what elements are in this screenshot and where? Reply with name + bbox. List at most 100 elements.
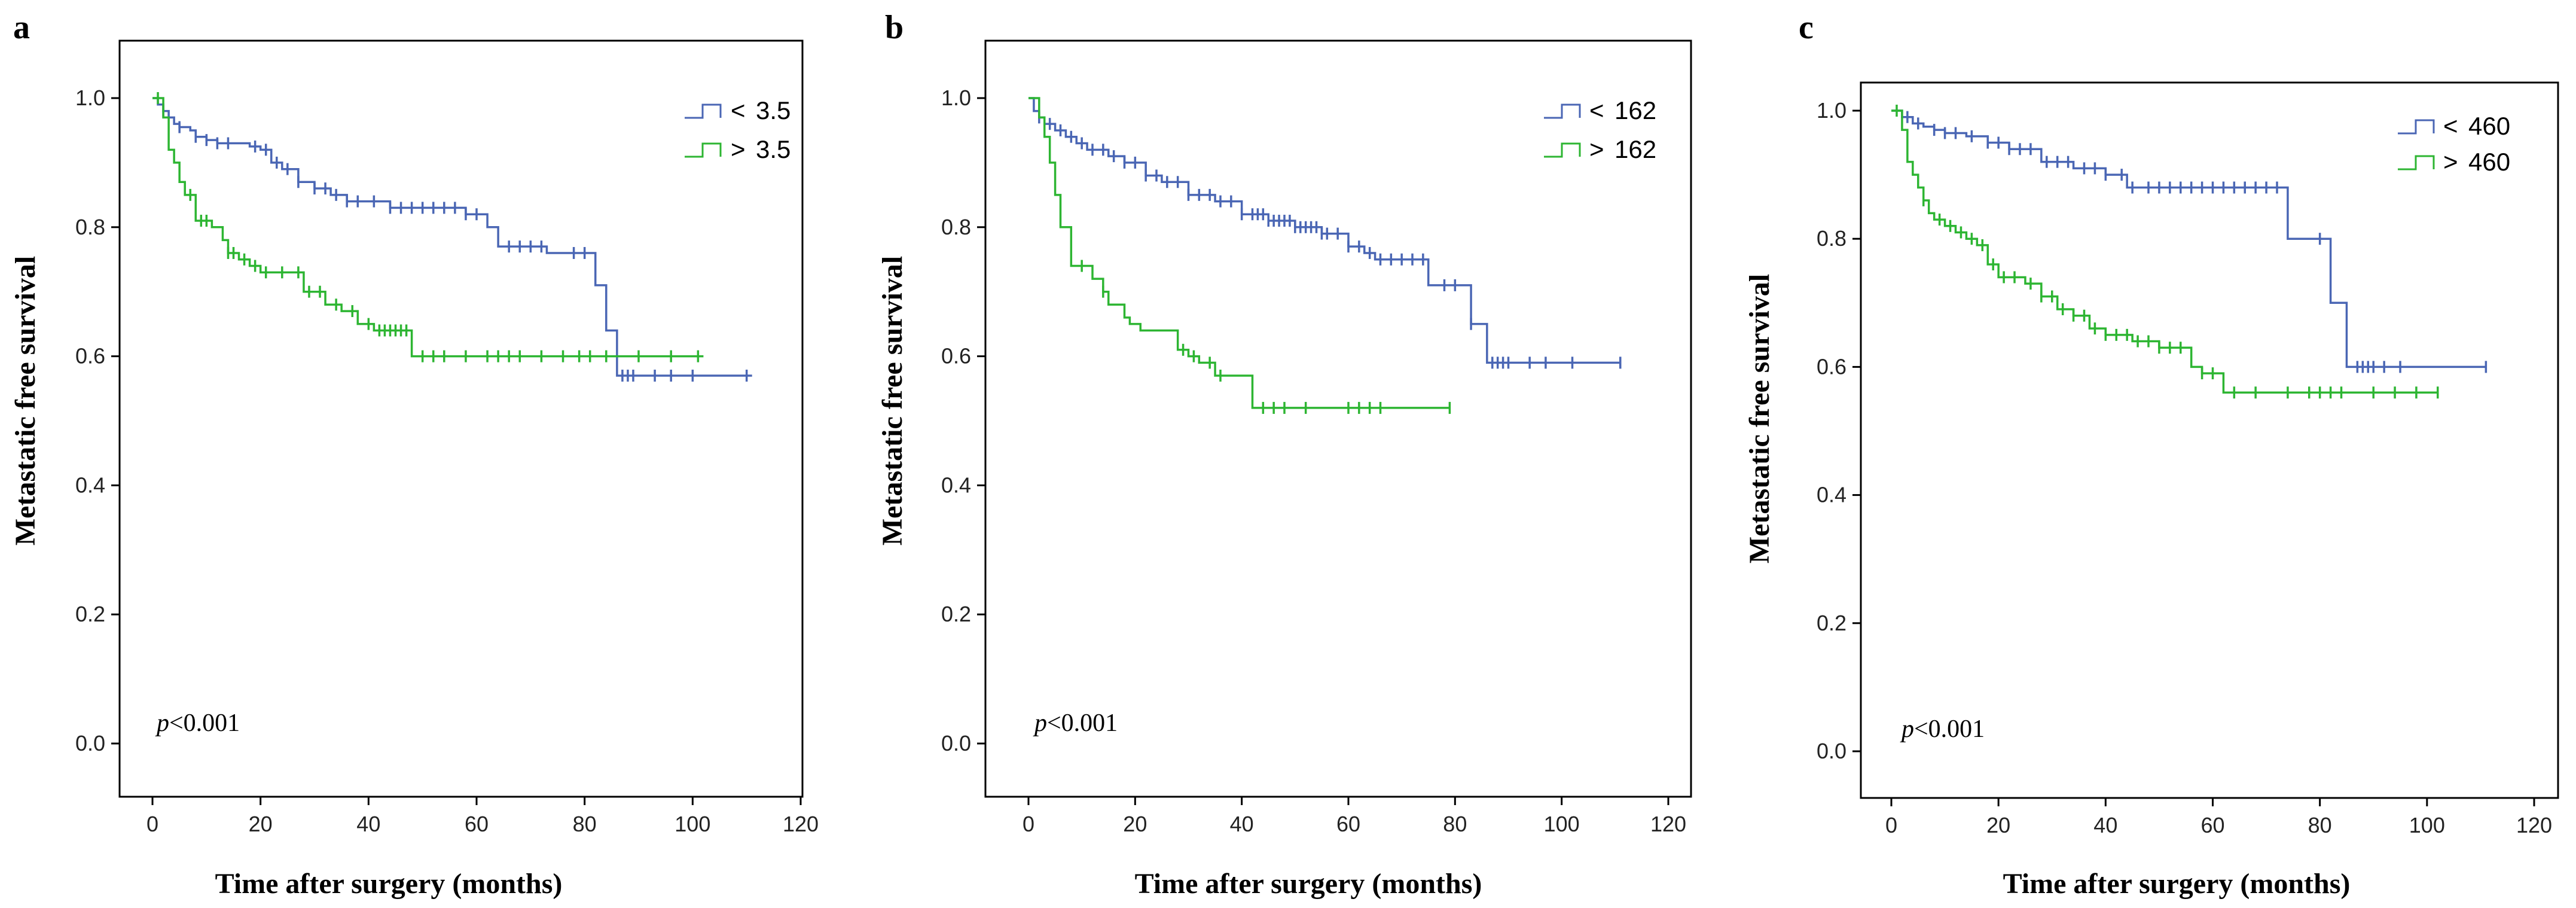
- panel-a: a 0 20 40 60 80 100 120 0.0 0.2 0.4 0.6 0.8 1.0 < 3.…: [10, 9, 819, 900]
- panel-b: b 0 20 40 60 80 100 120 0.0 0.2 0.4 0.6 0.8 1.0 < 16…: [877, 9, 1692, 900]
- y-tick-label: 0.2: [1817, 611, 1846, 635]
- x-tick-label: 120: [1650, 812, 1686, 836]
- legend-entry-series-2: > 460: [2398, 148, 2510, 176]
- legend-swatch-series-2: [685, 142, 722, 158]
- y-tick-label: 1.0: [1817, 98, 1846, 123]
- x-tick-label: 80: [573, 812, 597, 836]
- survival-curve-series-2: [152, 97, 704, 358]
- p-value-symbol: p: [155, 709, 169, 737]
- y-tick-label: 1.0: [75, 86, 105, 110]
- legend-entry-series-2: > 3.5: [685, 135, 790, 163]
- panel-a-letter: a: [13, 9, 30, 46]
- panel-a-p-value: p<0.001: [155, 709, 240, 737]
- p-value-text: <0.001: [169, 709, 240, 737]
- x-tick-label: 100: [2409, 813, 2445, 837]
- survival-curve-series-1: [1891, 109, 2486, 368]
- x-tick-label: 0: [146, 812, 158, 836]
- panel-a-x-axis-title: Time after surgery (months): [215, 868, 563, 900]
- x-tick-label: 40: [1230, 812, 1254, 836]
- y-tick-label: 0.0: [1817, 739, 1846, 763]
- y-tick-label: 0.4: [941, 473, 971, 497]
- p-value-symbol: p: [1033, 709, 1047, 737]
- x-tick-label: 100: [674, 812, 710, 836]
- legend-entry-series-2: > 162: [1544, 135, 1656, 163]
- y-tick-label: 0.2: [941, 602, 971, 626]
- x-tick-label: 20: [249, 812, 273, 836]
- panel-a-ticks: 0 20 40 60 80 100 120 0.0 0.2 0.4 0.6 0.8 1.0: [75, 86, 819, 836]
- x-tick-label: 40: [2093, 813, 2117, 837]
- x-tick-label: 60: [2200, 813, 2224, 837]
- legend-swatch-series-2: [1544, 142, 1581, 158]
- legend-entry-series-1: < 162: [1544, 96, 1656, 124]
- survival-curve-series-2: [1028, 97, 1450, 409]
- legend-symbol-series-2: >: [1589, 135, 1604, 163]
- y-tick-label: 0.0: [941, 731, 971, 755]
- legend-symbol-series-1: <: [2443, 112, 2458, 140]
- panel-c-p-value: p<0.001: [1900, 715, 1985, 743]
- panel-b-letter: b: [885, 9, 904, 46]
- y-tick-label: 0.6: [941, 344, 971, 368]
- panel-a-y-axis-title: Metastatic free survival: [10, 256, 41, 546]
- panel-c: c 0 20 40 60 80 100 120 0.0 0.2 0.4 0.6 0.8 1.0 < 46…: [1744, 9, 2559, 900]
- x-tick-label: 60: [465, 812, 489, 836]
- x-tick-label: 80: [2308, 813, 2332, 837]
- legend-value-series-2: 3.5: [756, 135, 790, 163]
- x-tick-label: 20: [1986, 813, 2010, 837]
- legend-value-series-1: 3.5: [756, 96, 790, 124]
- y-tick-label: 0.8: [941, 215, 971, 239]
- legend-value-series-2: 460: [2468, 148, 2510, 176]
- x-tick-label: 80: [1443, 812, 1467, 836]
- legend-swatch-series-1: [2398, 119, 2435, 135]
- y-tick-label: 1.0: [941, 86, 971, 110]
- panel-a-legend: < 3.5 > 3.5: [685, 96, 790, 163]
- panel-b-p-value: p<0.001: [1033, 709, 1118, 737]
- panel-c-legend: < 460 > 460: [2398, 112, 2510, 176]
- survival-curve-series-1: [1028, 97, 1620, 364]
- p-value-symbol: p: [1900, 715, 1914, 743]
- x-tick-label: 40: [356, 812, 380, 836]
- legend-symbol-series-1: <: [1589, 96, 1604, 124]
- x-tick-label: 20: [1123, 812, 1147, 836]
- panel-c-x-axis-title: Time after surgery (months): [2003, 868, 2351, 900]
- legend-swatch-series-2: [2398, 155, 2435, 170]
- legend-entry-series-1: < 460: [2398, 112, 2510, 140]
- y-tick-label: 0.0: [75, 731, 105, 755]
- panel-b-plot-frame: [984, 39, 1692, 798]
- y-tick-label: 0.6: [1817, 354, 1846, 379]
- panel-c-curves: [1891, 105, 2488, 399]
- panel-b-curves: [1028, 97, 1622, 414]
- y-tick-label: 0.2: [75, 602, 105, 626]
- x-tick-label: 60: [1336, 812, 1360, 836]
- panel-a-plot-frame: [118, 39, 804, 798]
- x-tick-label: 100: [1544, 812, 1580, 836]
- y-tick-label: 0.4: [1817, 483, 1846, 507]
- panel-b-ticks: 0 20 40 60 80 100 120 0.0 0.2 0.4 0.6 0.8 1.0: [941, 86, 1686, 836]
- survival-curve-series-2: [1891, 109, 2438, 394]
- panel-c-ticks: 0 20 40 60 80 100 120 0.0 0.2 0.4 0.6 0.8 1.0: [1817, 98, 2552, 837]
- panel-c-plot-frame: [1860, 81, 2559, 799]
- legend-symbol-series-2: >: [731, 135, 746, 163]
- panel-c-y-axis-title: Metastatic free survival: [1744, 274, 1775, 563]
- p-value-text: <0.001: [1914, 715, 1985, 743]
- panel-b-y-axis-title: Metastatic free survival: [877, 256, 908, 546]
- legend-symbol-series-1: <: [731, 96, 746, 124]
- p-value-text: <0.001: [1047, 709, 1118, 737]
- panel-b-legend: < 162 > 162: [1544, 96, 1656, 163]
- x-tick-label: 120: [2516, 813, 2552, 837]
- legend-swatch-series-1: [685, 103, 722, 119]
- x-tick-label: 0: [1023, 812, 1034, 836]
- panel-c-letter: c: [1799, 9, 1814, 46]
- legend-value-series-2: 162: [1614, 135, 1656, 163]
- panel-a-curves: [152, 92, 752, 382]
- survival-curve-series-1: [152, 97, 752, 377]
- y-tick-label: 0.4: [75, 473, 105, 497]
- legend-value-series-1: 460: [2468, 112, 2510, 140]
- panel-b-x-axis-title: Time after surgery (months): [1135, 868, 1482, 900]
- legend-symbol-series-2: >: [2443, 148, 2458, 176]
- x-tick-label: 120: [783, 812, 819, 836]
- x-tick-label: 0: [1885, 813, 1897, 837]
- legend-entry-series-1: < 3.5: [685, 96, 790, 124]
- y-tick-label: 0.8: [1817, 226, 1846, 251]
- legend-value-series-1: 162: [1614, 96, 1656, 124]
